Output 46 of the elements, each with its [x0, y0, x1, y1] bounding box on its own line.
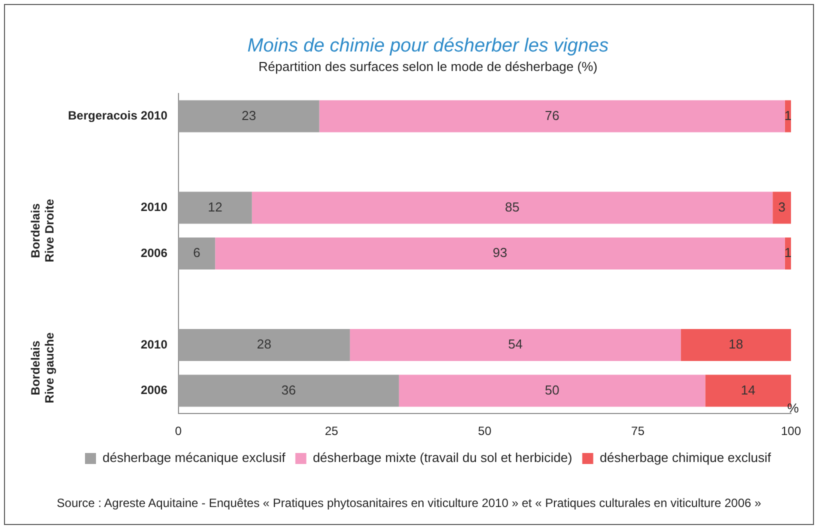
- legend-label: désherbage mécanique exclusif: [102, 450, 286, 466]
- data-label: 76: [544, 108, 560, 123]
- x-tick-label: 100: [780, 424, 802, 438]
- x-tick-label: 75: [631, 424, 645, 438]
- y-tick-label: 2010: [140, 337, 168, 352]
- y-tick-label: Bergeracois 2010: [68, 108, 168, 123]
- data-label: 50: [544, 382, 560, 398]
- chart-title: Moins de chimie pour désherber les vignes: [247, 36, 610, 57]
- text: Bordelais Rive gauche: [28, 332, 56, 404]
- x-axis-title: %: [787, 400, 800, 416]
- data-label: 6: [193, 245, 200, 260]
- y-tick-label: 2010: [140, 200, 168, 214]
- data-label: 3: [778, 199, 786, 214]
- bar: [178, 192, 252, 224]
- bar: [680, 328, 791, 361]
- data-label: 54: [508, 336, 523, 352]
- bar: [178, 237, 216, 270]
- x-tick-label: 0: [175, 424, 182, 438]
- data-label: 14: [740, 382, 756, 398]
- data-label: 12: [208, 199, 222, 214]
- x-tick-label: 50: [478, 424, 492, 438]
- bar: [178, 100, 320, 132]
- chart-subtitle: Répartition des surfaces selon le mode de désherbage (%): [258, 59, 598, 74]
- bar: [398, 374, 706, 407]
- data-label: 85: [505, 199, 520, 214]
- bar: [178, 374, 399, 407]
- data-label: 93: [492, 245, 508, 260]
- data-label: 1: [784, 245, 792, 260]
- x-tick-label: 25: [324, 424, 339, 438]
- data-label: 18: [728, 336, 744, 352]
- data-label: 1: [784, 108, 792, 123]
- y-tick-label: 2006: [140, 383, 168, 398]
- bar: [252, 192, 773, 224]
- bar: [178, 328, 350, 361]
- bar: [215, 237, 785, 270]
- bar: [319, 100, 785, 132]
- bar: [350, 328, 681, 361]
- legend-label: désherbage chimique exclusif: [600, 450, 772, 466]
- source-note: Source : Agreste Aquitaine - Enquêtes « Pratiques phytosanitaires en viticulture 2010 » et « Pratiques culturales en viticulture 2006 »: [56, 496, 762, 510]
- legend-label: désherbage mixte (travail du sol et herbicide): [312, 450, 572, 466]
- bar: [772, 192, 791, 224]
- y-tick-label: 2006: [140, 246, 168, 260]
- data-label: 36: [281, 382, 296, 398]
- text: Bordelais Rive Droite: [28, 198, 56, 262]
- data-label: 28: [256, 336, 272, 352]
- data-label: 23: [242, 108, 256, 123]
